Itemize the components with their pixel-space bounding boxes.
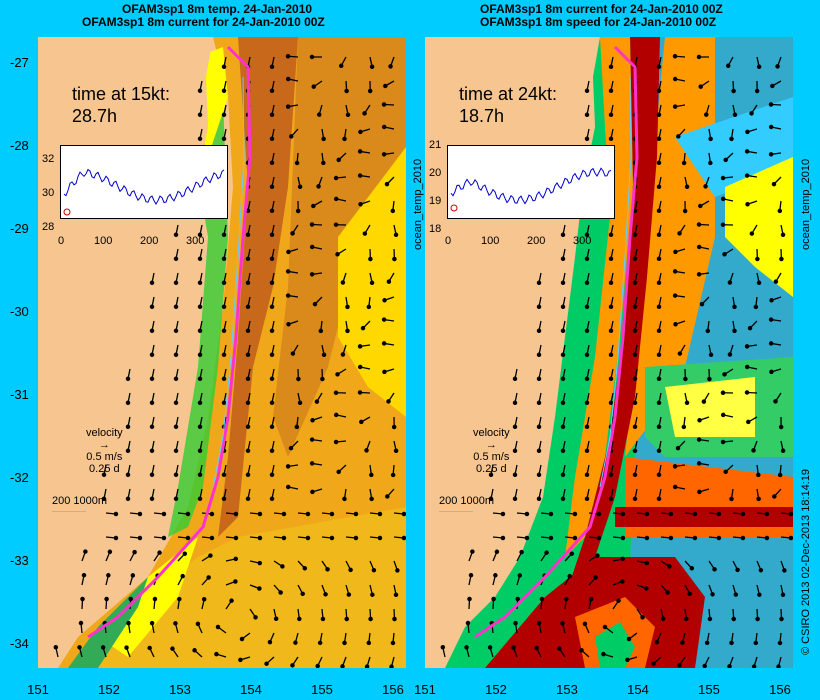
left-time-label: time at 15kt: 28.7h [72,83,170,127]
left-inset-ytick: 28 [42,221,54,233]
left-velocity-legend: velocity → 0.5 m/s 0.25 d [86,427,123,475]
right-title-line2: OFAM3sp1 8m speed for 24-Jan-2010 00Z [480,15,716,29]
latitude-tick: -30 [10,304,29,319]
left-map-panel: time at 15kt: 28.7h 32 30 28 0 100 200 3… [38,37,406,668]
longitude-tick: 153 [547,682,587,697]
longitude-tick: 153 [160,682,200,697]
longitude-tick: 152 [89,682,129,697]
right-inset-chart [447,145,615,219]
left-side-label: ocean_temp_2010 [412,159,424,250]
credit-text: © CSIRO 2013 02-Dec-2013 18:14:19 [800,469,812,655]
longitude-tick: 151 [405,682,445,697]
longitude-tick: 151 [18,682,58,697]
latitude-tick: -34 [10,636,29,651]
left-title-line2: OFAM3sp1 8m current for 24-Jan-2010 00Z [82,15,325,29]
right-map-panel: time at 24kt: 18.7h 21 20 19 18 0 100 20… [425,37,793,668]
right-inset-ytick: 18 [429,223,441,235]
right-inset-ytick: 21 [429,139,441,151]
left-inset-ytick: 32 [42,153,54,165]
left-inset-xtick: 0 [58,235,64,247]
longitude-tick: 155 [302,682,342,697]
longitude-tick: 152 [476,682,516,697]
longitude-tick: 156 [760,682,800,697]
right-inset-xtick: 300 [573,235,591,247]
right-side-label: ocean_temp_2010 [800,159,812,250]
right-inset-xtick: 0 [445,235,451,247]
latitude-tick: -28 [10,138,29,153]
right-velocity-legend: velocity → 0.5 m/s 0.25 d [473,427,510,475]
left-inset-chart [60,145,228,219]
longitude-tick: 155 [689,682,729,697]
longitude-tick: 154 [231,682,271,697]
latitude-tick: -31 [10,387,29,402]
left-title-line1: OFAM3sp1 8m temp. 24-Jan-2010 [122,2,312,16]
latitude-tick: -27 [10,55,29,70]
right-inset-ytick: 19 [429,195,441,207]
right-inset-xtick: 200 [527,235,545,247]
longitude-tick: 154 [618,682,658,697]
left-contour-legend: 200 1000m [52,495,107,507]
speed-map [425,37,793,668]
latitude-tick: -29 [10,221,29,236]
right-inset-ytick: 20 [429,167,441,179]
right-time-label: time at 24kt: 18.7h [459,83,557,127]
right-title-line1: OFAM3sp1 8m current for 24-Jan-2010 00Z [480,2,723,16]
right-contour-legend: 200 1000m [439,495,494,507]
left-inset-xtick: 300 [186,235,204,247]
right-inset-xtick: 100 [481,235,499,247]
temperature-map [38,37,406,668]
left-inset-ytick: 30 [42,187,54,199]
latitude-tick: -32 [10,470,29,485]
left-inset-xtick: 100 [94,235,112,247]
latitude-tick: -33 [10,553,29,568]
left-inset-xtick: 200 [140,235,158,247]
